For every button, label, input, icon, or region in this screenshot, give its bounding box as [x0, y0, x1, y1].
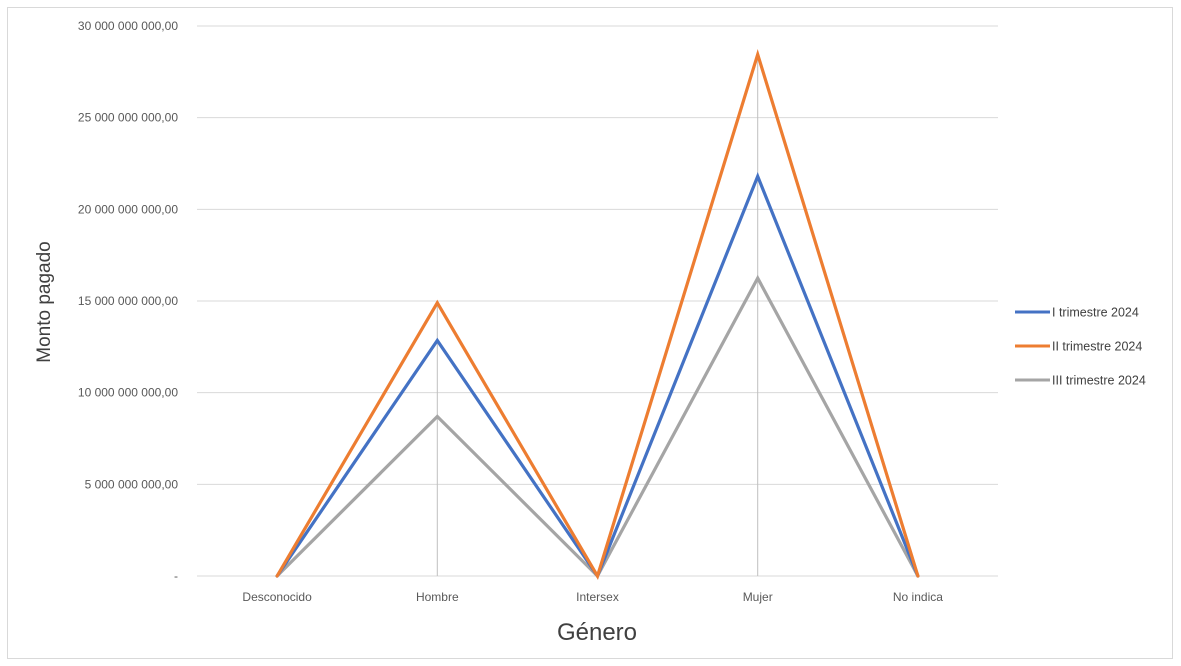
y-tick-label: 10 000 000 000,00: [78, 386, 178, 400]
drop-lines: [436, 54, 759, 576]
x-tick-label: Desconocido: [242, 590, 312, 604]
legend-label: III trimestre 2024: [1052, 374, 1146, 388]
y-tick-label: 20 000 000 000,00: [78, 202, 178, 216]
series-line-2: [275, 48, 920, 580]
chart-frame: [7, 7, 1173, 659]
legend-label: II trimestre 2024: [1052, 340, 1142, 354]
x-axis-title: Género: [557, 619, 637, 646]
y-axis-ticks: - 5 000 000 000,00 10 000 000 000,00 15 000…: [78, 19, 178, 583]
y-axis-title: Monto pagado: [34, 241, 55, 363]
x-tick-label: Hombre: [416, 590, 459, 604]
series-line-1: [275, 172, 920, 580]
y-tick-label: 30 000 000 000,00: [78, 19, 178, 33]
y-tick-label: 25 000 000 000,00: [78, 111, 178, 125]
x-tick-label: No indica: [893, 590, 943, 604]
y-tick-label: 5 000 000 000,00: [85, 477, 179, 491]
gridlines: [197, 25, 998, 577]
x-axis-ticks: Desconocido Hombre Intersex Mujer No indica: [242, 590, 943, 604]
legend: I trimestre 2024 II trimestre 2024 III tri…: [1015, 306, 1146, 388]
legend-label: I trimestre 2024: [1052, 306, 1139, 320]
series-lines: [275, 48, 920, 580]
series-line-3: [275, 274, 920, 579]
y-tick-label: -: [174, 569, 178, 583]
y-tick-label: 15 000 000 000,00: [78, 294, 178, 308]
x-tick-label: Mujer: [743, 590, 773, 604]
x-tick-label: Intersex: [576, 590, 619, 604]
